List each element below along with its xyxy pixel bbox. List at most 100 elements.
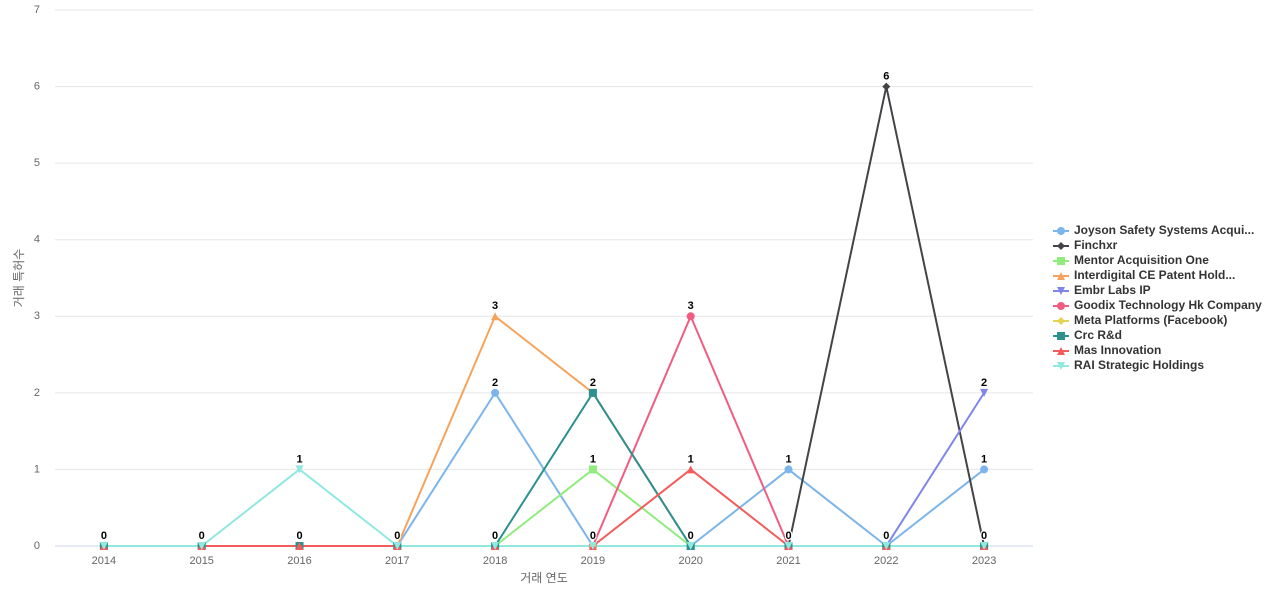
legend-symbol xyxy=(1057,242,1065,250)
y-tick-label: 5 xyxy=(34,157,40,169)
data-label: 0 xyxy=(101,530,107,542)
point xyxy=(197,542,206,550)
legend-symbol xyxy=(1057,227,1065,235)
data-label: 0 xyxy=(492,530,498,542)
data-label: 0 xyxy=(101,530,107,542)
data-label: 6 xyxy=(883,70,889,82)
point xyxy=(980,465,989,474)
data-label: 0 xyxy=(688,530,694,542)
data-label: 0 xyxy=(590,530,596,542)
data-label: 0 xyxy=(883,530,889,542)
point xyxy=(882,82,891,91)
legend-label: Mas Innovation xyxy=(1074,343,1161,357)
data-label: 0 xyxy=(981,530,987,542)
data-label: 0 xyxy=(785,530,791,542)
x-tick-label: 2015 xyxy=(189,555,213,567)
data-label: 0 xyxy=(785,530,791,542)
data-label: 0 xyxy=(883,530,889,542)
x-tick-label: 2014 xyxy=(92,555,116,567)
x-tick-label: 2023 xyxy=(972,555,996,567)
x-tick-label: 2016 xyxy=(287,555,311,567)
data-label: 0 xyxy=(101,530,107,542)
data-label: 1 xyxy=(785,453,791,465)
legend-item: Finchxr xyxy=(1053,238,1118,252)
data-label: 0 xyxy=(981,530,987,542)
data-label: 0 xyxy=(883,530,889,542)
data-label: 0 xyxy=(590,530,596,542)
legend-symbol xyxy=(1057,257,1065,265)
legend-label: Goodix Technology Hk Company xyxy=(1074,298,1262,312)
data-label: 0 xyxy=(199,530,205,542)
data-label: 0 xyxy=(199,530,205,542)
data-label: 0 xyxy=(981,530,987,542)
data-label: 0 xyxy=(199,530,205,542)
data-label: 0 xyxy=(981,530,987,542)
point xyxy=(784,542,793,550)
legend-symbol xyxy=(1057,272,1065,280)
x-tick-label: 2019 xyxy=(581,555,605,567)
data-label: 0 xyxy=(296,530,302,542)
legend-symbol xyxy=(1057,287,1065,295)
data-label: 0 xyxy=(394,530,400,542)
data-label: 0 xyxy=(492,530,498,542)
y-tick-label: 6 xyxy=(34,80,40,92)
y-axis-title: 거래 특허수 xyxy=(12,249,26,308)
data-label: 0 xyxy=(688,530,694,542)
legend-label: Finchxr xyxy=(1074,238,1118,252)
x-tick-label: 2022 xyxy=(874,555,898,567)
data-label: 0 xyxy=(394,530,400,542)
data-label: 0 xyxy=(296,530,302,542)
x-tick-label: 2021 xyxy=(776,555,800,567)
point xyxy=(295,465,304,474)
point xyxy=(686,542,695,550)
data-label: 0 xyxy=(590,530,596,542)
legend-item: Joyson Safety Systems Acqui... xyxy=(1053,223,1254,237)
data-label: 0 xyxy=(785,530,791,542)
data-label: 0 xyxy=(199,530,205,542)
data-label: 2 xyxy=(590,377,596,389)
point xyxy=(393,542,402,550)
legend-label: Meta Platforms (Facebook) xyxy=(1074,313,1227,327)
data-label: 0 xyxy=(199,530,205,542)
point xyxy=(980,542,989,550)
data-label: 0 xyxy=(199,530,205,542)
point xyxy=(588,465,597,474)
legend-item: Goodix Technology Hk Company xyxy=(1053,298,1262,312)
data-label: 0 xyxy=(394,530,400,542)
data-label: 0 xyxy=(101,530,107,542)
data-label: 0 xyxy=(492,530,498,542)
data-label: 0 xyxy=(688,530,694,542)
data-label: 0 xyxy=(296,530,302,542)
data-label: 0 xyxy=(492,530,498,542)
legend-label: Crc R&d xyxy=(1074,328,1122,342)
data-label: 0 xyxy=(101,530,107,542)
data-label: 0 xyxy=(492,530,498,542)
data-label: 0 xyxy=(101,530,107,542)
data-label: 0 xyxy=(785,530,791,542)
series-line xyxy=(103,314,985,547)
legend-item: Crc R&d xyxy=(1053,328,1122,342)
legend-symbol xyxy=(1057,362,1065,370)
data-label: 0 xyxy=(394,530,400,542)
point xyxy=(784,465,793,474)
data-label: 0 xyxy=(199,530,205,542)
data-label: 0 xyxy=(590,530,596,542)
point xyxy=(491,542,500,550)
data-label: 0 xyxy=(199,530,205,542)
point xyxy=(882,542,891,550)
y-tick-label: 3 xyxy=(34,310,40,322)
data-label: 1 xyxy=(296,453,302,465)
legend-symbol xyxy=(1057,317,1065,325)
legend-item: Mentor Acquisition One xyxy=(1053,253,1209,267)
data-label: 0 xyxy=(296,530,302,542)
data-label: 0 xyxy=(785,530,791,542)
point xyxy=(99,542,108,550)
legend-item: Mas Innovation xyxy=(1053,343,1161,357)
legend-label: Mentor Acquisition One xyxy=(1074,253,1209,267)
data-label: 0 xyxy=(590,530,596,542)
data-label: 0 xyxy=(199,530,205,542)
data-label: 1 xyxy=(590,453,596,465)
data-label: 0 xyxy=(394,530,400,542)
data-label: 0 xyxy=(296,530,302,542)
y-tick-label: 4 xyxy=(34,234,40,246)
